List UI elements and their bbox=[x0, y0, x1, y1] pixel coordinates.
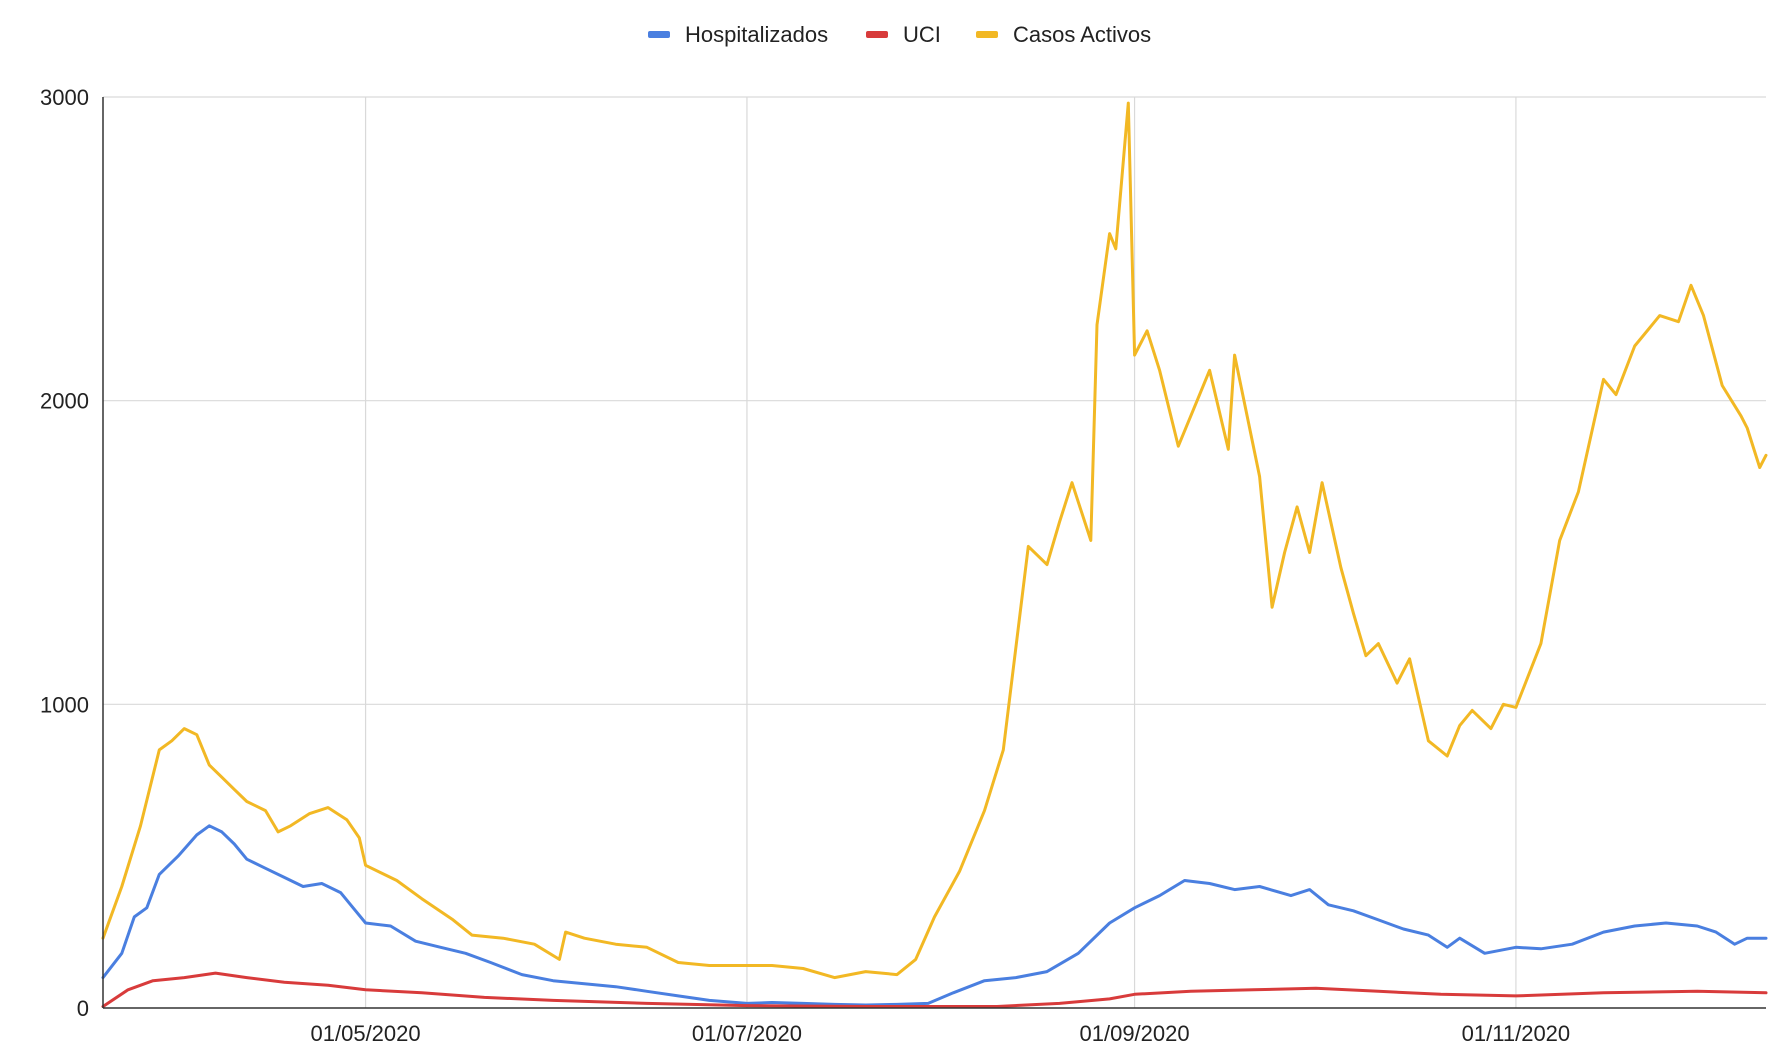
legend-label-casos-activos: Casos Activos bbox=[1013, 22, 1151, 47]
x-tick-label: 01/05/2020 bbox=[311, 1021, 421, 1046]
legend-item-uci[interactable]: UCI bbox=[866, 22, 941, 47]
x-tick-label: 01/09/2020 bbox=[1080, 1021, 1190, 1046]
legend-label-uci: UCI bbox=[903, 22, 941, 47]
legend-item-casos-activos[interactable]: Casos Activos bbox=[976, 22, 1151, 47]
legend-swatch-uci bbox=[866, 31, 888, 38]
legend-swatch-hospitalizados bbox=[648, 31, 670, 38]
grid bbox=[103, 96, 1766, 1008]
series-layer bbox=[101, 101, 1768, 1008]
y-tick-label: 1000 bbox=[40, 692, 89, 717]
x-tick-label: 01/11/2020 bbox=[1462, 1021, 1570, 1046]
legend-swatch-casos-activos bbox=[976, 31, 998, 38]
legend-label-hospitalizados: Hospitalizados bbox=[685, 22, 828, 47]
axes bbox=[102, 97, 1766, 1009]
y-tick-label: 0 bbox=[77, 996, 89, 1021]
tick-labels: 0 1000 2000 3000 01/05/2020 01/07/2020 01/09/2… bbox=[40, 85, 1570, 1046]
legend-item-hospitalizados[interactable]: Hospitalizados bbox=[648, 22, 828, 47]
legend: Hospitalizados UCI Casos Activos bbox=[648, 22, 1151, 47]
series-line-hospitalizados[interactable] bbox=[101, 824, 1768, 1007]
y-tick-label: 2000 bbox=[40, 389, 89, 414]
x-tick-label: 01/07/2020 bbox=[692, 1021, 802, 1046]
series-line-uci[interactable] bbox=[101, 971, 1768, 1008]
series-line-casos-activos[interactable] bbox=[101, 101, 1768, 980]
y-tick-label: 3000 bbox=[40, 85, 89, 110]
